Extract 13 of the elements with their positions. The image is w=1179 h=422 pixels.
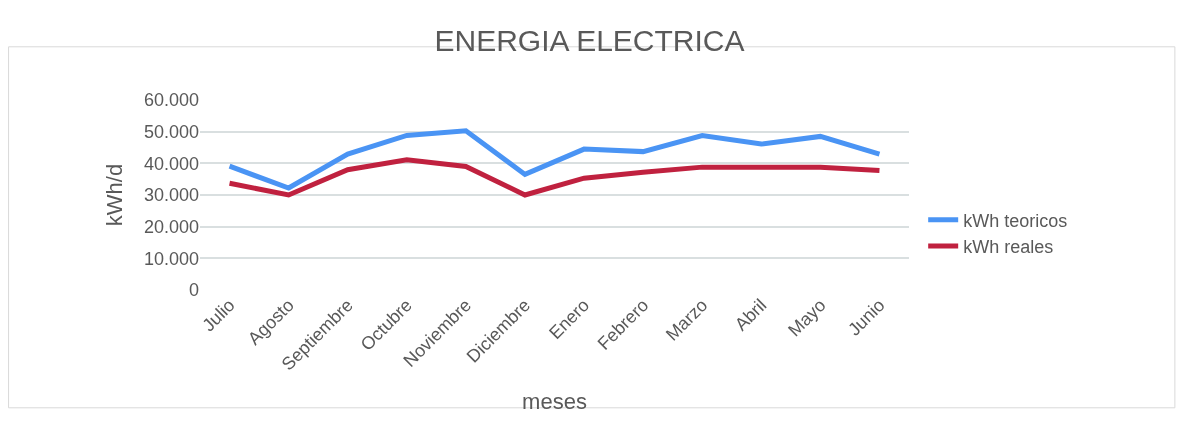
- y-axis-title: kWh/d: [101, 163, 127, 227]
- y-tick-label: 20.000: [143, 216, 199, 237]
- x-tick-label: Julio: [198, 295, 239, 336]
- x-axis-title: meses: [522, 389, 587, 415]
- chart-title: ENERGIA ELECTRICA: [434, 23, 745, 57]
- y-tick-label: 40.000: [143, 153, 199, 174]
- y-tick-label: 60.000: [143, 90, 199, 111]
- y-tick-label: 10.000: [143, 248, 199, 269]
- legend-label: kWh reales: [963, 237, 1054, 258]
- legend-label: kWh teoricos: [963, 210, 1068, 231]
- y-tick-label: 30.000: [143, 185, 199, 206]
- y-tick-label: 0: [188, 280, 199, 301]
- y-tick-label: 50.000: [143, 121, 199, 142]
